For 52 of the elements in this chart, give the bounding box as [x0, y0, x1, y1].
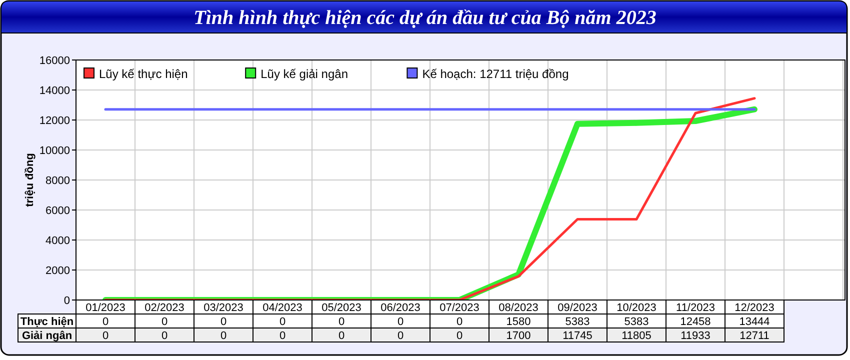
data-label: 0	[338, 330, 345, 342]
y-tick-label: 12000	[39, 115, 70, 127]
x-tick-label: 09/2023	[558, 302, 598, 314]
data-label: 0	[397, 330, 404, 342]
data-label: 0	[220, 330, 227, 342]
x-tick-label: 03/2023	[204, 302, 244, 314]
data-label: 0	[397, 316, 404, 328]
legend-label: Lũy kế thực hiện	[99, 67, 188, 81]
data-label: 11745	[562, 330, 592, 342]
y-tick-label: 16000	[39, 55, 70, 67]
x-tick-label: 12/2023	[734, 302, 774, 314]
data-label: 13444	[739, 316, 770, 328]
data-label: 12458	[680, 316, 711, 328]
data-label: 0	[161, 330, 168, 342]
x-tick-label: 08/2023	[498, 302, 538, 314]
x-tick-label: 07/2023	[440, 302, 480, 314]
data-label: 12711	[740, 330, 770, 342]
x-tick-label: 02/2023	[144, 302, 184, 314]
x-tick-label: 01/2023	[86, 302, 126, 314]
data-label: 5383	[624, 316, 649, 328]
y-tick-label: 6000	[46, 205, 70, 217]
y-tick-label: 4000	[46, 235, 70, 247]
data-label: 0	[102, 316, 109, 328]
data-label: 0	[338, 316, 345, 328]
x-tick-label: 05/2023	[322, 302, 362, 314]
x-tick-label: 06/2023	[380, 302, 420, 314]
data-label: 0	[456, 316, 463, 328]
chart-title: Tình hình thực hiện các dự án đầu tư của Bộ năm 2023	[194, 7, 656, 29]
y-tick-label: 14000	[39, 85, 70, 97]
y-tick-label: 8000	[46, 175, 70, 187]
y-tick-label: 2000	[46, 265, 70, 277]
y-tick-label: 0	[64, 295, 70, 307]
data-label: 1580	[506, 316, 531, 328]
x-tick-label: 10/2023	[616, 302, 656, 314]
data-label: 0	[220, 316, 227, 328]
data-label: 11933	[680, 330, 710, 342]
data-label: 0	[161, 316, 168, 328]
data-label: 0	[456, 330, 463, 342]
data-label: 1700	[506, 330, 531, 342]
y-axis-title: triệu đồng	[24, 153, 36, 207]
y-tick-label: 10000	[39, 145, 70, 157]
data-label: 11805	[622, 330, 652, 342]
x-tick-label: 11/2023	[676, 302, 715, 314]
text: Giải ngân	[22, 330, 72, 342]
text: Thực hiện	[20, 316, 74, 328]
legend-label: Lũy kế giải ngân	[260, 67, 348, 81]
data-label: 0	[102, 330, 109, 342]
data-label: 5383	[565, 316, 590, 328]
data-label: 0	[279, 316, 286, 328]
legend-label: Kế hoạch: 12711 triệu đồng	[422, 67, 569, 81]
data-label: 0	[279, 330, 286, 342]
x-tick-label: 04/2023	[262, 302, 302, 314]
